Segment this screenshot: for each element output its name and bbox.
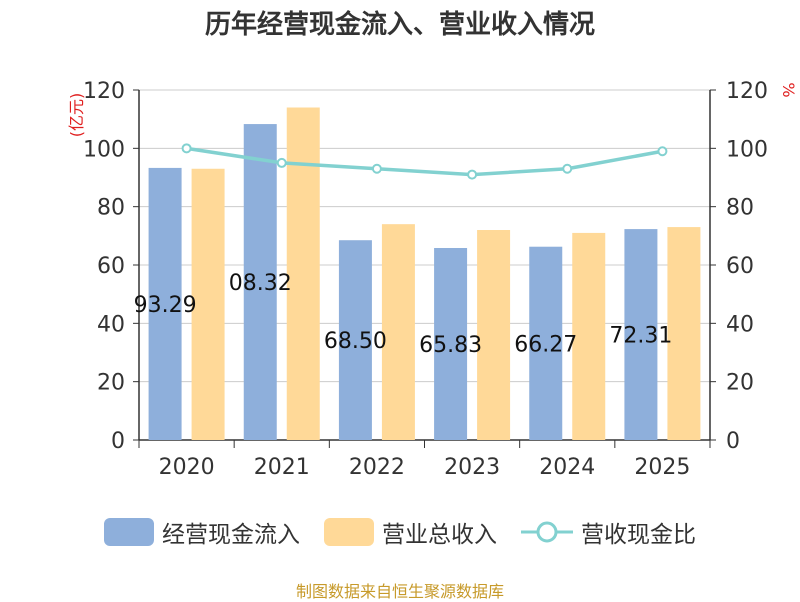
data-label-cash-inflow: 66.27 (514, 332, 577, 357)
bar-revenue (191, 168, 225, 440)
y-left-tick-label: 20 (97, 371, 125, 396)
y-left-tick-label: 120 (83, 79, 125, 104)
y-right-tick-label: 60 (726, 254, 754, 279)
legend: 经营现金流入 营业总收入 营收现金比 (0, 512, 800, 552)
x-tick-label: 2020 (159, 455, 215, 480)
bar-revenue (477, 230, 511, 440)
line-ratio-point (181, 143, 192, 154)
data-label-cash-inflow: 68.50 (324, 329, 387, 354)
bar-revenue (667, 227, 701, 440)
data-label-cash-inflow: 08.32 (229, 271, 292, 296)
bar-cash-inflow (434, 247, 468, 440)
line-ratio-point (276, 157, 287, 168)
y-left-tick-label: 0 (111, 429, 125, 454)
line-ratio-point (371, 163, 382, 174)
data-label-cash-inflow: 93.29 (134, 293, 197, 318)
legend-label-ratio: 营收现金比 (581, 522, 696, 548)
y-left-tick-label: 60 (97, 254, 125, 279)
bar-cash-inflow (338, 240, 372, 440)
bar-cash-inflow (529, 246, 563, 440)
y-right-axis-label: % (779, 82, 798, 97)
y-left-tick-label: 80 (97, 196, 125, 221)
legend-label-revenue: 营业总收入 (382, 522, 497, 548)
line-ratio-point (562, 163, 573, 174)
legend-label-cash-inflow: 经营现金流入 (162, 522, 300, 548)
bar-revenue (572, 232, 606, 440)
bar-revenue (381, 224, 415, 440)
chart-title: 历年经营现金流入、营业收入情况 (204, 10, 595, 40)
bar-cash-inflow (624, 229, 658, 440)
legend-swatch-cash-inflow (104, 518, 154, 546)
legend-swatch-revenue (324, 518, 374, 546)
x-tick-label: 2023 (444, 455, 500, 480)
y-left-tick-label: 100 (83, 137, 125, 162)
data-label-cash-inflow: 72.31 (609, 324, 672, 349)
y-left-tick-label: 40 (97, 312, 125, 337)
y-right-tick-label: 120 (726, 79, 768, 104)
x-tick-label: 2021 (254, 455, 310, 480)
y-right-tick-label: 100 (726, 137, 768, 162)
y-right-tick-label: 40 (726, 312, 754, 337)
y-right-tick-label: 0 (726, 429, 740, 454)
footer-source: 制图数据来自恒生聚源数据库 (295, 582, 504, 601)
x-tick-label: 2025 (634, 455, 690, 480)
y-right-tick-label: 20 (726, 371, 754, 396)
legend-item-revenue[interactable]: 营业总收入 (324, 515, 497, 549)
legend-swatch-ratio (521, 521, 573, 543)
line-ratio-point (467, 169, 478, 180)
data-label-cash-inflow: 65.83 (419, 333, 482, 358)
y-left-axis-label: (亿元) (67, 93, 86, 138)
x-tick-label: 2022 (349, 455, 405, 480)
legend-item-ratio[interactable]: 营收现金比 (521, 515, 696, 549)
legend-item-cash-inflow[interactable]: 经营现金流入 (104, 515, 300, 549)
bar-cash-inflow (148, 167, 182, 440)
line-ratio-point (657, 146, 668, 157)
bar-cash-inflow (243, 124, 277, 441)
y-right-tick-label: 80 (726, 196, 754, 221)
line-ratio (186, 146, 663, 177)
x-tick-label: 2024 (539, 455, 595, 480)
